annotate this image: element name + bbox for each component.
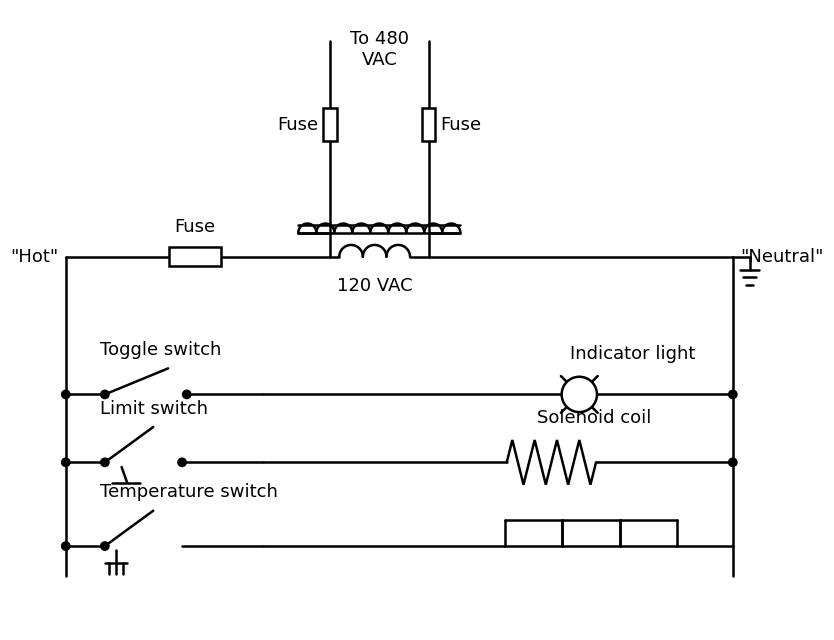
Circle shape bbox=[178, 458, 186, 467]
Circle shape bbox=[62, 458, 70, 467]
Circle shape bbox=[101, 390, 109, 399]
Circle shape bbox=[101, 542, 109, 550]
Text: Fuse: Fuse bbox=[278, 116, 319, 134]
Circle shape bbox=[62, 390, 70, 399]
Circle shape bbox=[62, 542, 70, 550]
Circle shape bbox=[101, 458, 109, 467]
Bar bbox=[324, 108, 336, 141]
Text: To 480
VAC: To 480 VAC bbox=[349, 29, 409, 68]
Text: "Neutral": "Neutral" bbox=[741, 248, 824, 266]
Bar bbox=[169, 248, 221, 266]
Text: Temperature switch: Temperature switch bbox=[100, 483, 278, 501]
Text: Fuse: Fuse bbox=[440, 116, 481, 134]
Text: Indicator light: Indicator light bbox=[570, 345, 696, 363]
Circle shape bbox=[561, 377, 597, 412]
Text: Limit switch: Limit switch bbox=[100, 399, 208, 418]
Text: Solenoid coil: Solenoid coil bbox=[537, 409, 652, 427]
Circle shape bbox=[729, 390, 737, 399]
Bar bbox=[422, 108, 435, 141]
Circle shape bbox=[183, 390, 191, 399]
Circle shape bbox=[729, 458, 737, 467]
Text: "Hot": "Hot" bbox=[10, 248, 58, 266]
Text: 120 VAC: 120 VAC bbox=[337, 277, 413, 295]
Text: Fuse: Fuse bbox=[174, 218, 216, 236]
Text: Toggle switch: Toggle switch bbox=[100, 341, 222, 359]
